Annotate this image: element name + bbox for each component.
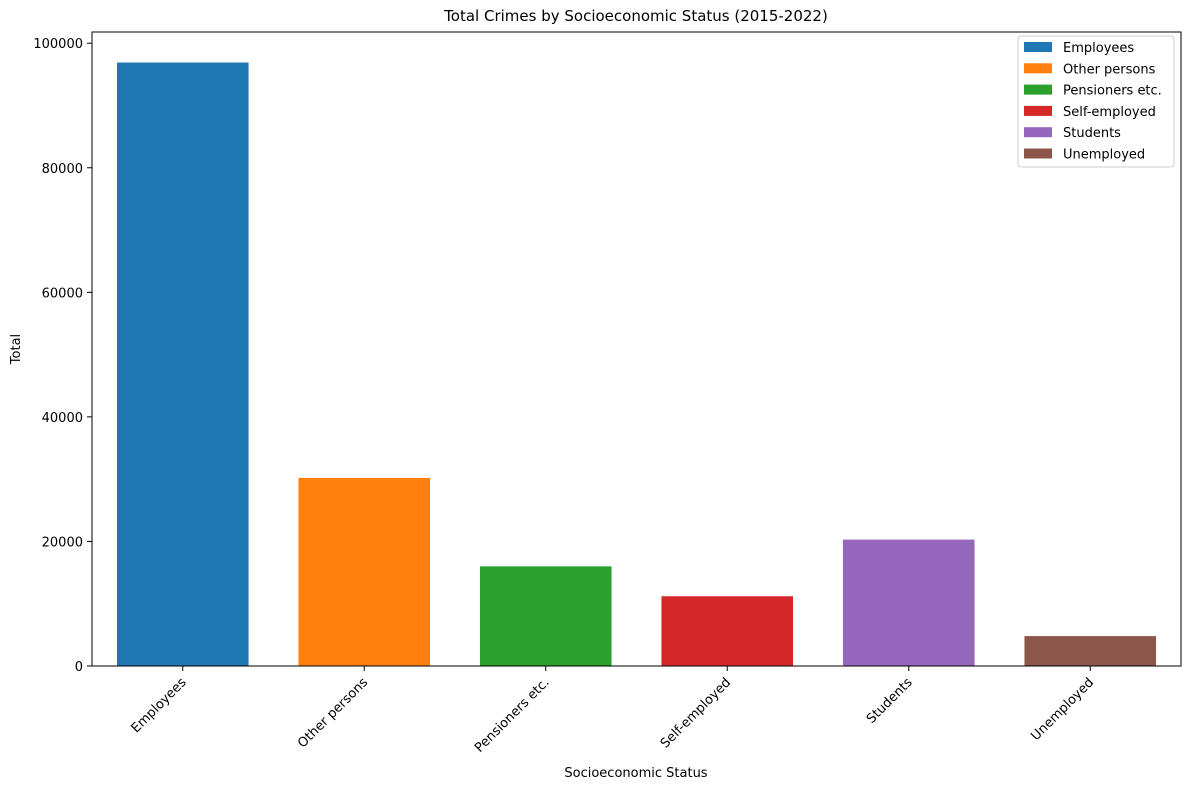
y-tick-label: 0 [75, 660, 83, 675]
bar [298, 477, 431, 666]
legend-swatch [1024, 63, 1052, 74]
legend-label: Students [1063, 126, 1121, 141]
legend-swatch [1024, 105, 1052, 116]
bar [661, 596, 794, 666]
legend-swatch [1024, 127, 1052, 138]
chart-title: Total Crimes by Socioeconomic Status (20… [443, 7, 828, 25]
y-axis-ticks: 0 20000 40000 60000 80000 100000 [33, 37, 92, 675]
y-tick-label: 20000 [42, 535, 83, 550]
plot-frame [91, 31, 1182, 667]
legend-label: Self-employed [1063, 105, 1156, 120]
bar [479, 566, 612, 666]
legend-label: Pensioners etc. [1063, 84, 1162, 99]
bar [1024, 636, 1157, 666]
legend-swatch [1024, 84, 1052, 95]
legend-label: Other persons [1063, 62, 1156, 77]
bar [116, 62, 249, 666]
x-axis-label: Socioeconomic Status [564, 766, 707, 781]
legend-label: Employees [1063, 41, 1134, 56]
y-tick-label: 80000 [42, 162, 83, 177]
legend-swatch [1024, 148, 1052, 159]
bar [842, 539, 975, 666]
legend-box [1017, 35, 1175, 168]
bars [116, 62, 1157, 666]
legend-label: Unemployed [1063, 148, 1145, 163]
y-tick-label: 100000 [33, 37, 83, 52]
y-tick-label: 60000 [42, 286, 83, 301]
y-tick-label: 40000 [42, 411, 83, 426]
legend: Employees Other persons Pensioners etc. Sel… [1017, 35, 1175, 168]
legend-swatch [1024, 42, 1052, 52]
y-axis-label: Total [9, 334, 24, 365]
